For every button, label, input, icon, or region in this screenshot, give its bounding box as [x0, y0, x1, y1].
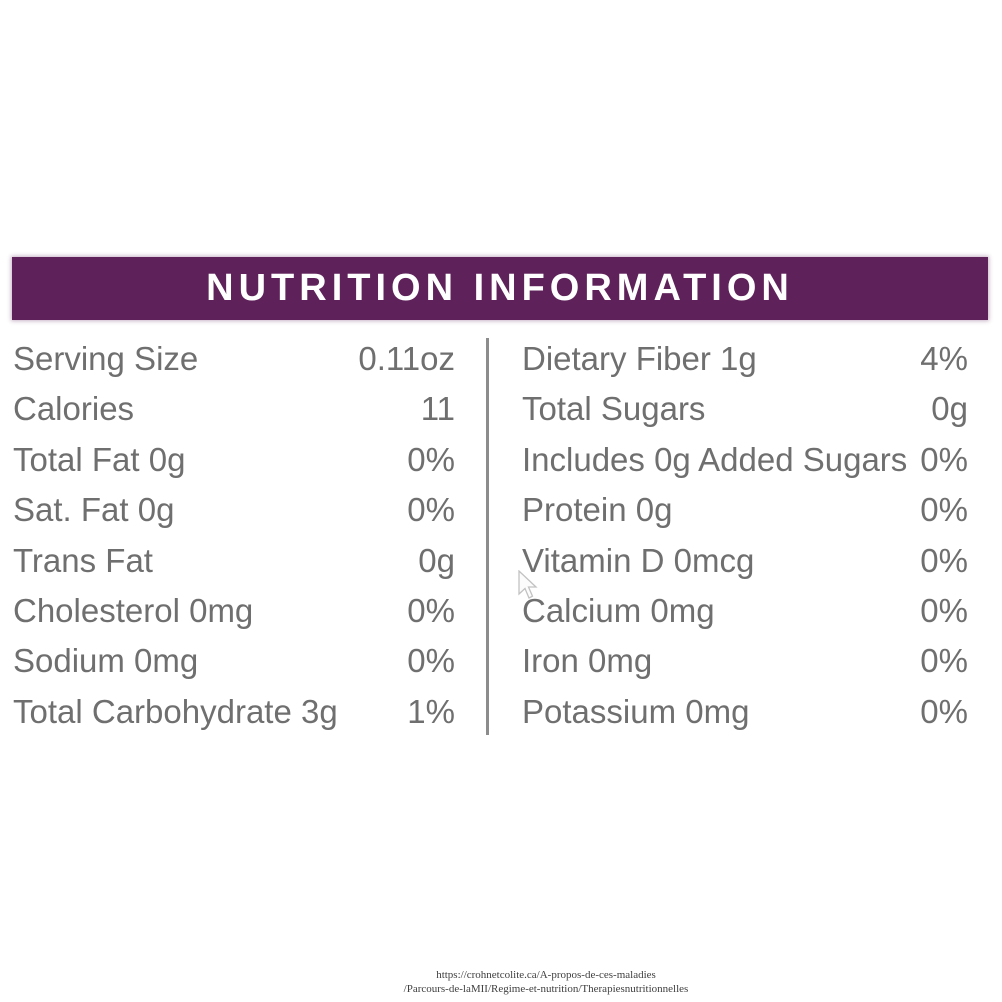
- source-citation: https://crohnetcolite.ca/A-propos-de-ces…: [90, 968, 1002, 996]
- nutrition-column-right: Dietary Fiber 1g 4% Total Sugars 0g Incl…: [522, 334, 968, 737]
- nutrition-table: Serving Size 0.11oz Calories 11 Total Fa…: [0, 334, 1002, 740]
- nutrient-label: Includes 0g Added Sugars: [522, 440, 908, 478]
- nutrient-label: Vitamin D 0mcg: [522, 541, 755, 579]
- table-row-trans-fat: Trans Fat 0g: [13, 536, 455, 586]
- table-row-sodium: Sodium 0mg 0%: [13, 636, 455, 686]
- table-row-dietary-fiber: Dietary Fiber 1g 4%: [522, 334, 968, 384]
- nutrient-value: 0%: [920, 541, 968, 579]
- nutrient-value: 0%: [407, 491, 455, 529]
- nutrient-value: 0%: [407, 642, 455, 680]
- nutrient-label: Potassium 0mg: [522, 692, 750, 730]
- nutrient-value: 0.11oz: [358, 340, 455, 377]
- table-row-protein: Protein 0g 0%: [522, 485, 968, 535]
- nutrient-label: Dietary Fiber 1g: [522, 340, 757, 377]
- table-row-cholesterol: Cholesterol 0mg 0%: [13, 586, 455, 636]
- table-row-calcium: Calcium 0mg 0%: [522, 586, 968, 636]
- table-row-added-sugars: Includes 0g Added Sugars 0%: [522, 435, 968, 485]
- nutrition-column-left: Serving Size 0.11oz Calories 11 Total Fa…: [13, 334, 455, 737]
- table-row-total-carbohydrate: Total Carbohydrate 3g 1%: [13, 687, 455, 737]
- nutrient-value: 0%: [920, 692, 968, 730]
- nutrient-label: Total Sugars: [522, 390, 706, 428]
- nutrient-value: 0%: [407, 440, 455, 478]
- table-row-vitamin-d: Vitamin D 0mcg 0%: [522, 536, 968, 586]
- nutrient-value: 0g: [931, 390, 968, 428]
- nutrient-label: Sodium 0mg: [13, 642, 199, 680]
- nutrient-value: 11: [420, 390, 455, 428]
- table-row-calories: Calories 11: [13, 384, 455, 434]
- table-row-serving-size: Serving Size 0.11oz: [13, 334, 455, 384]
- nutrient-label: Total Carbohydrate 3g: [13, 692, 338, 730]
- nutrient-label: Sat. Fat 0g: [13, 491, 175, 529]
- nutrient-value: 0%: [920, 642, 968, 680]
- nutrient-value: 0%: [920, 440, 968, 478]
- nutrient-label: Iron 0mg: [522, 642, 653, 680]
- nutrient-label: Cholesterol 0mg: [13, 591, 254, 629]
- nutrient-value: 1%: [407, 692, 455, 730]
- nutrient-value: 4%: [920, 340, 968, 377]
- source-url-line2: /Parcours-de-laMII/Regime-et-nutrition/T…: [403, 983, 689, 995]
- nutrient-value: 0%: [920, 591, 968, 629]
- nutrient-label: Calcium 0mg: [522, 591, 715, 629]
- nutrient-label: Total Fat 0g: [13, 440, 186, 478]
- source-url-line1: https://crohnetcolite.ca/A-propos-de-ces…: [436, 969, 656, 981]
- nutrient-label: Calories: [13, 390, 135, 428]
- table-row-total-fat: Total Fat 0g 0%: [13, 435, 455, 485]
- nutrient-value: 0%: [407, 591, 455, 629]
- table-row-iron: Iron 0mg 0%: [522, 636, 968, 686]
- table-row-sat-fat: Sat. Fat 0g 0%: [13, 485, 455, 535]
- nutrient-value: 0g: [418, 541, 455, 579]
- title-banner: NUTRITION INFORMATION: [12, 257, 988, 320]
- table-row-potassium: Potassium 0mg 0%: [522, 687, 968, 737]
- nutrient-label: Protein 0g: [522, 491, 673, 529]
- table-row-total-sugars: Total Sugars 0g: [522, 384, 968, 434]
- nutrient-label: Trans Fat: [13, 541, 153, 579]
- page-title: NUTRITION INFORMATION: [206, 267, 794, 309]
- nutrient-value: 0%: [920, 491, 968, 529]
- nutrient-label: Serving Size: [13, 340, 199, 377]
- column-divider: [486, 338, 489, 735]
